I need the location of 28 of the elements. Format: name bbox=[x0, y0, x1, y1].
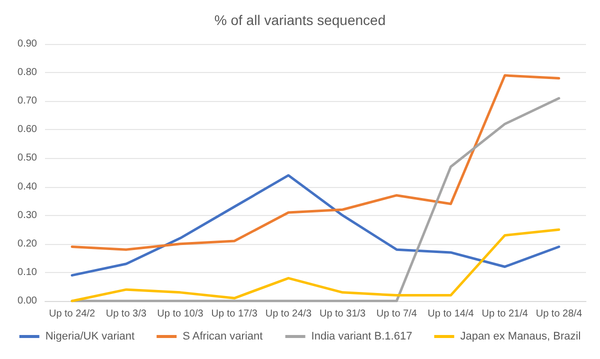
y-tick-label: 0.90 bbox=[18, 38, 38, 50]
y-tick-label: 0.70 bbox=[18, 96, 38, 107]
x-tick-label: Up to 10/3 bbox=[157, 308, 204, 320]
x-tick-label: Up to 14/4 bbox=[428, 308, 474, 320]
y-tick-label: 0.00 bbox=[18, 296, 38, 306]
chart-title: % of all variants sequenced bbox=[214, 12, 386, 28]
y-tick-label: 0.40 bbox=[18, 181, 38, 192]
y-tick-label: 0.60 bbox=[18, 124, 38, 136]
legend-label: S African variant bbox=[182, 330, 263, 342]
y-tick-label: 0.50 bbox=[18, 152, 38, 164]
legend-label: Nigeria/UK variant bbox=[45, 330, 135, 342]
y-tick-label: 0.10 bbox=[18, 266, 38, 278]
y-tick-label: 0.30 bbox=[18, 210, 38, 221]
x-tick-label: Up to 31/3 bbox=[319, 308, 366, 320]
x-tick-label: Up to 24/2 bbox=[48, 308, 96, 320]
x-tick-label: Up to 3/3 bbox=[106, 308, 147, 320]
line-series bbox=[70, 228, 560, 302]
x-tick-label: Up to 17/3 bbox=[211, 308, 258, 320]
legend-label: India variant B.1.617 bbox=[311, 330, 412, 342]
line-series bbox=[70, 174, 560, 277]
x-tick-label: Up to 7/4 bbox=[376, 308, 418, 320]
y-tick-label: 0.80 bbox=[18, 67, 38, 78]
x-tick-label: Up to 24/3 bbox=[265, 308, 312, 320]
legend-label: Japan ex Manaus, Brazil bbox=[460, 330, 581, 342]
line-series bbox=[70, 74, 560, 251]
x-tick-label: Up to 28/4 bbox=[536, 308, 582, 320]
x-tick-label: Up to 21/4 bbox=[482, 308, 528, 320]
y-tick-label: 0.20 bbox=[18, 238, 38, 250]
